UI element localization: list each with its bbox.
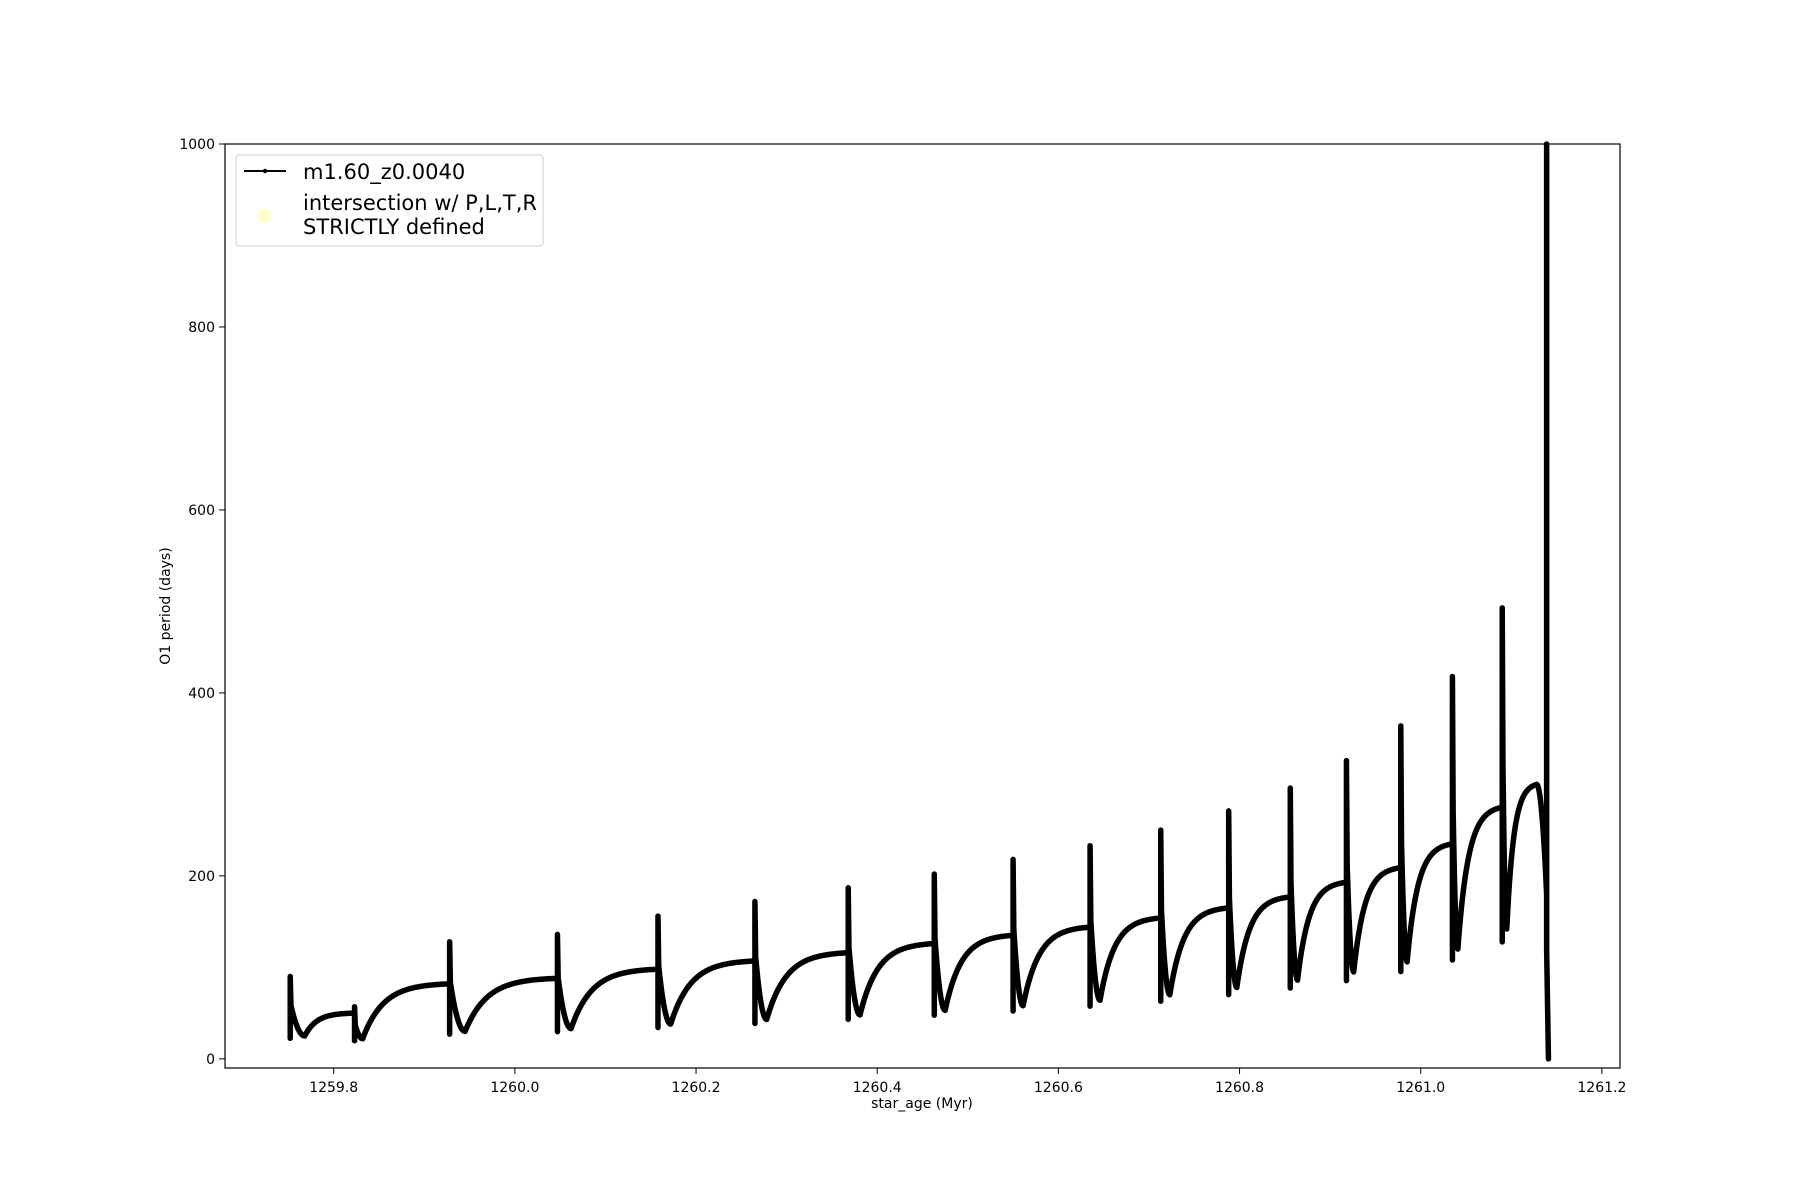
legend-label-intersection-line2: STRICTLY defined xyxy=(303,215,485,239)
y-tick-label: 200 xyxy=(188,869,215,885)
x-axis-label: star_age (Myr) xyxy=(871,1096,973,1112)
y-tick-label: 600 xyxy=(188,503,215,519)
axes-frame xyxy=(224,143,1621,1069)
series-line-m1.60_z0.0040 xyxy=(287,141,1552,1062)
x-axis: 1259.8 1260.0 1260.2 1260.4 1260.6 1260.8 1261… xyxy=(309,1068,1626,1096)
x-tick-label: 1261.2 xyxy=(1577,1080,1626,1096)
y-axis: 0 200 400 600 800 1000 xyxy=(179,137,225,1068)
y-tick-label: 400 xyxy=(188,686,215,702)
legend-label-series: m1.60_z0.0040 xyxy=(303,160,465,185)
plot-area xyxy=(287,141,1552,1062)
y-tick-label: 800 xyxy=(188,320,215,336)
legend-box xyxy=(235,154,544,247)
legend-label-intersection-line1: intersection w/ P,L,T,R xyxy=(303,191,537,215)
x-tick-label: 1259.8 xyxy=(309,1080,358,1096)
y-tick-label: 0 xyxy=(206,1052,215,1068)
y-axis-label: O1 period (days) xyxy=(158,547,174,664)
legend-dot-marker xyxy=(262,168,268,174)
x-tick-label: 1260.4 xyxy=(853,1080,902,1096)
x-tick-label: 1260.0 xyxy=(490,1080,539,1096)
x-tick-label: 1261.0 xyxy=(1396,1080,1445,1096)
legend-circle-marker xyxy=(258,209,272,223)
x-tick-label: 1260.2 xyxy=(672,1080,721,1096)
x-tick-label: 1260.6 xyxy=(1034,1080,1083,1096)
y-tick-label: 1000 xyxy=(179,137,215,153)
x-tick-label: 1260.8 xyxy=(1215,1080,1264,1096)
legend: m1.60_z0.0040 intersection w/ P,L,T,R ST… xyxy=(235,154,544,247)
